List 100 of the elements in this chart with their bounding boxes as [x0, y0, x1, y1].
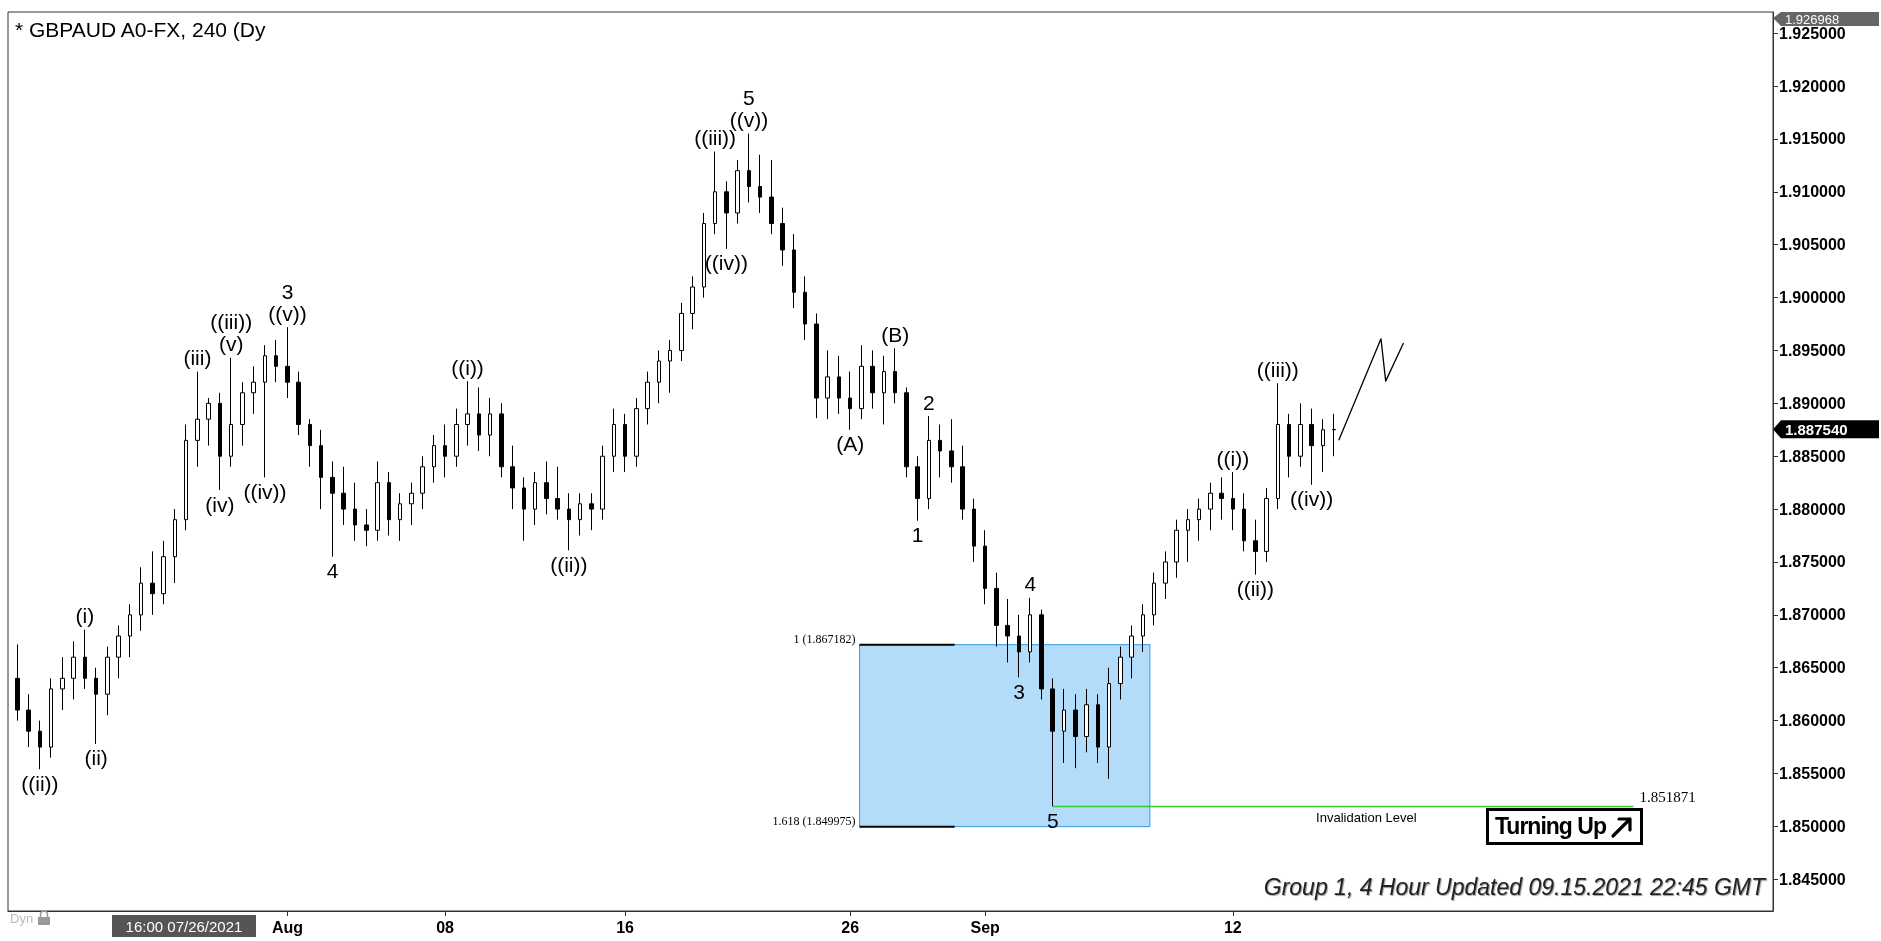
candlestick [825, 349, 830, 420]
candlestick [341, 466, 346, 526]
chart-title: * GBPAUD A0-FX, 240 (Dy [15, 18, 267, 41]
candlestick [657, 349, 661, 404]
candlestick [668, 339, 672, 394]
y-tick-label: 1.850000 [1779, 817, 1846, 835]
annotation: (i) [75, 604, 95, 628]
candlestick [1287, 413, 1291, 478]
annotation: ((iii)) [1256, 357, 1299, 381]
annotation: ((i)) [1216, 446, 1250, 470]
candlestick [1186, 508, 1190, 563]
candlestick [713, 151, 717, 235]
candlestick [960, 445, 965, 521]
annotation: ((iv)) [1290, 487, 1334, 511]
annotation: 3 [281, 279, 294, 303]
candlestick [870, 349, 875, 410]
candlestick [375, 461, 380, 542]
candlestick [285, 326, 290, 399]
candlestick [296, 371, 301, 436]
candlestick [1039, 609, 1044, 700]
candlestick [915, 455, 920, 522]
candlestick [724, 180, 729, 250]
y-tick-label: 1.925000 [1779, 24, 1846, 42]
annotation: ((iii)) [210, 310, 253, 334]
candlestick [994, 572, 999, 648]
candlestick [274, 339, 278, 383]
candlestick [1163, 550, 1168, 600]
candlestick [240, 381, 245, 447]
candlestick [780, 207, 785, 267]
y-tick-label: 1.895000 [1779, 341, 1846, 359]
candlestick [454, 408, 459, 468]
candlestick [927, 415, 931, 510]
y-tick-label: 1.885000 [1779, 447, 1846, 465]
x-tick-label: 08 [436, 918, 455, 936]
candlestick [477, 386, 481, 452]
x-tick-label: 12 [1223, 918, 1242, 936]
candlestick [1208, 482, 1213, 531]
annotation: 1.618 (1.849975) [772, 813, 856, 828]
y-tick-label: 1.860000 [1779, 712, 1846, 730]
candlestick [544, 461, 549, 515]
candlestick [488, 397, 492, 457]
candlestick [116, 624, 121, 679]
candlestick [1174, 519, 1179, 579]
candlestick [420, 455, 425, 510]
candlestick [38, 720, 42, 770]
y-tick-label: 1.875000 [1779, 553, 1846, 571]
y-tick-label: 1.890000 [1779, 394, 1846, 412]
candlestick [949, 418, 954, 484]
annotation: (iv) [205, 492, 235, 516]
line-series [1338, 338, 1405, 441]
y-tick-label: 1.845000 [1779, 870, 1846, 888]
x-tick-label: Aug [271, 918, 304, 936]
candlestick [882, 355, 886, 425]
candlestick [600, 445, 605, 521]
candlestick [94, 667, 98, 745]
candlestick [803, 275, 807, 341]
candlestick [1096, 693, 1100, 764]
candlestick [1332, 413, 1336, 457]
candlestick [206, 397, 211, 447]
annotation: Dyn [10, 910, 34, 926]
candlestick [747, 133, 751, 203]
candlestick [522, 476, 526, 542]
text: 1.926968 [1785, 11, 1840, 27]
candlestick [1309, 408, 1314, 486]
candlestick [1084, 688, 1089, 753]
candlestick [150, 550, 155, 616]
candlestick [1197, 498, 1201, 542]
candlestick [432, 434, 436, 484]
candlestick [1253, 519, 1258, 576]
candlestick [893, 347, 897, 404]
candlestick [792, 233, 796, 309]
candlestick [15, 643, 20, 722]
candlestick [702, 212, 706, 299]
candlestick [263, 344, 267, 478]
candlestick [319, 429, 323, 510]
candlestick [1017, 614, 1021, 678]
candlestick [645, 371, 650, 425]
candlestick [814, 312, 819, 419]
candlestick [26, 693, 31, 748]
candlestick [398, 492, 402, 542]
annotation: Group 1, 4 Hour Updated 09.15.2021 22:45 GMT [1263, 874, 1765, 900]
candlestick [679, 302, 684, 362]
annotation: 5 [1046, 808, 1059, 832]
candlestick [1050, 677, 1055, 807]
candlestick [972, 498, 976, 563]
candlestick [184, 423, 188, 531]
candlestick [1242, 492, 1246, 552]
y-tick-label: 1.900000 [1779, 289, 1846, 307]
annotation: ((ii)) [1236, 577, 1274, 601]
y-tick-label: 1.910000 [1779, 183, 1846, 201]
annotation: (A) [836, 432, 865, 456]
y-tick-label: 1.915000 [1779, 130, 1846, 148]
candlestick [161, 540, 166, 605]
annotation: Turning Up [1495, 813, 1606, 840]
candlestick [443, 423, 447, 478]
annotation: 5 [743, 86, 755, 110]
candlestick [1276, 382, 1280, 510]
candlestick [128, 603, 132, 658]
y-tick-label: 1.870000 [1779, 606, 1846, 624]
y-tick-label: 1.865000 [1779, 659, 1846, 677]
